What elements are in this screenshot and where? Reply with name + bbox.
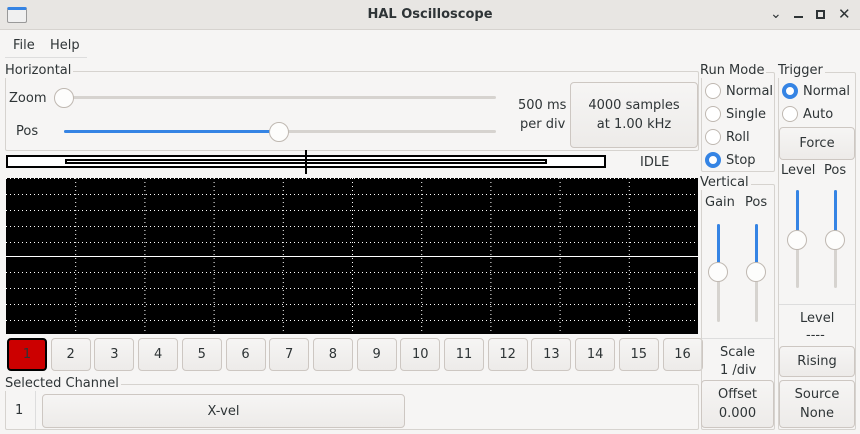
channel-button-4[interactable]: 4 xyxy=(138,338,179,371)
radio-label: Normal xyxy=(803,83,851,99)
run-mode-roll[interactable]: Roll xyxy=(705,129,750,145)
trigger-marker xyxy=(305,150,307,174)
selected-channel-number: 1 xyxy=(15,403,24,418)
vertical-label: Vertical xyxy=(700,175,751,190)
trigger-level-title: Level xyxy=(800,311,835,326)
close-icon[interactable]: ✕ xyxy=(838,5,851,23)
zoom-slider[interactable] xyxy=(64,96,496,99)
vertical-pos-label: Pos xyxy=(745,195,768,210)
trigger-pos-fill xyxy=(834,190,837,240)
pos-slider-fill xyxy=(64,130,276,133)
offset-line1: Offset xyxy=(717,387,758,402)
divider xyxy=(35,391,36,429)
samples-line2: at 1.00 kHz xyxy=(596,117,672,132)
source-line2: None xyxy=(800,406,834,421)
restore-icon[interactable] xyxy=(794,16,803,18)
trigger-level-label: Level xyxy=(781,163,816,178)
channel-button-13[interactable]: 13 xyxy=(531,338,572,371)
force-button[interactable]: Force xyxy=(779,127,855,160)
channel-button-11[interactable]: 11 xyxy=(444,338,484,371)
zoom-slider-handle[interactable] xyxy=(54,88,74,108)
rate-line2: per div xyxy=(520,117,566,132)
window-icon xyxy=(7,7,27,23)
gain-handle[interactable] xyxy=(708,262,728,282)
trigger-level-handle[interactable] xyxy=(787,230,807,250)
trigger-label: Trigger xyxy=(778,63,825,78)
horizontal-label: Horizontal xyxy=(5,63,74,78)
trigger-level-readout: ---- xyxy=(806,328,825,343)
radio-label: Single xyxy=(726,106,766,122)
gain-label: Gain xyxy=(705,195,735,210)
channel-button-14[interactable]: 14 xyxy=(575,338,616,371)
menu-help[interactable]: Help xyxy=(50,38,80,53)
title-bar xyxy=(0,0,860,30)
source-line1: Source xyxy=(794,387,840,402)
pos-slider-handle[interactable] xyxy=(269,122,289,142)
radio-label: Roll xyxy=(726,129,750,145)
radio-icon xyxy=(705,129,721,145)
channel-button-12[interactable]: 12 xyxy=(487,338,528,371)
offset-button[interactable]: Offset 0.000 xyxy=(701,380,774,428)
radio-label: Normal xyxy=(726,83,774,99)
divider xyxy=(779,304,855,305)
channel-button-3[interactable]: 3 xyxy=(94,338,135,371)
channel-name-button[interactable]: X-vel xyxy=(42,394,405,428)
channel-button-1[interactable]: 1 xyxy=(7,338,47,371)
radio-label: Stop xyxy=(726,152,756,168)
trigger-pos-label: Pos xyxy=(824,163,847,178)
window-title: HAL Oscilloscope xyxy=(367,7,493,22)
acquisition-status: IDLE xyxy=(640,155,670,170)
pos-label: Pos xyxy=(16,124,39,139)
trigger-level-fill xyxy=(796,190,799,240)
channel-button-7[interactable]: 7 xyxy=(269,338,310,371)
trigger-mode-normal[interactable]: Normal xyxy=(782,83,850,99)
channel-button-15[interactable]: 15 xyxy=(618,338,659,371)
vertical-pos-fill xyxy=(755,224,758,272)
vertical-pos-handle[interactable] xyxy=(746,262,766,282)
run-mode-stop[interactable]: Stop xyxy=(705,152,756,168)
trigger-pos-handle[interactable] xyxy=(825,230,845,250)
radio-icon xyxy=(705,152,721,168)
trigger-source-button[interactable]: Source None xyxy=(779,380,855,428)
trigger-edge-button[interactable]: Rising xyxy=(779,346,855,377)
maximize-icon[interactable] xyxy=(816,10,825,19)
selected-channel-label: Selected Channel xyxy=(5,376,121,391)
selected-channel-frame xyxy=(5,384,699,430)
scale-line2: 1 /div xyxy=(720,363,757,378)
gain-fill xyxy=(717,224,720,272)
samples-button[interactable]: 4000 samples at 1.00 kHz xyxy=(570,82,698,148)
samples-line1: 4000 samples xyxy=(588,98,680,113)
channel-button-2[interactable]: 2 xyxy=(50,338,91,371)
run-mode-normal[interactable]: Normal xyxy=(705,83,773,99)
offset-line2: 0.000 xyxy=(718,406,757,421)
channel-button-16[interactable]: 16 xyxy=(662,338,703,371)
run-mode-single[interactable]: Single xyxy=(705,106,766,122)
divider xyxy=(702,338,774,339)
channel-button-10[interactable]: 10 xyxy=(400,338,441,371)
minimize-icon[interactable]: ⌄ xyxy=(770,6,782,22)
channel-button-9[interactable]: 9 xyxy=(356,338,397,371)
radio-icon xyxy=(705,106,721,122)
horizontal-frame xyxy=(5,71,699,151)
run-mode-label: Run Mode xyxy=(700,63,767,78)
radio-icon xyxy=(705,83,721,99)
menu-divider xyxy=(5,57,87,58)
radio-icon xyxy=(782,83,798,99)
rate-line1: 500 ms xyxy=(518,98,567,113)
menu-file[interactable]: File xyxy=(13,38,35,53)
scope-display[interactable] xyxy=(6,178,698,334)
radio-icon xyxy=(782,106,798,122)
scope-grid xyxy=(6,178,698,334)
channel-button-6[interactable]: 6 xyxy=(225,338,266,371)
zoom-label: Zoom xyxy=(9,91,47,106)
channel-button-5[interactable]: 5 xyxy=(181,338,222,371)
channel-button-8[interactable]: 8 xyxy=(312,338,353,371)
radio-label: Auto xyxy=(803,106,834,122)
trigger-mode-auto[interactable]: Auto xyxy=(782,106,833,122)
scale-line1: Scale xyxy=(720,345,755,360)
